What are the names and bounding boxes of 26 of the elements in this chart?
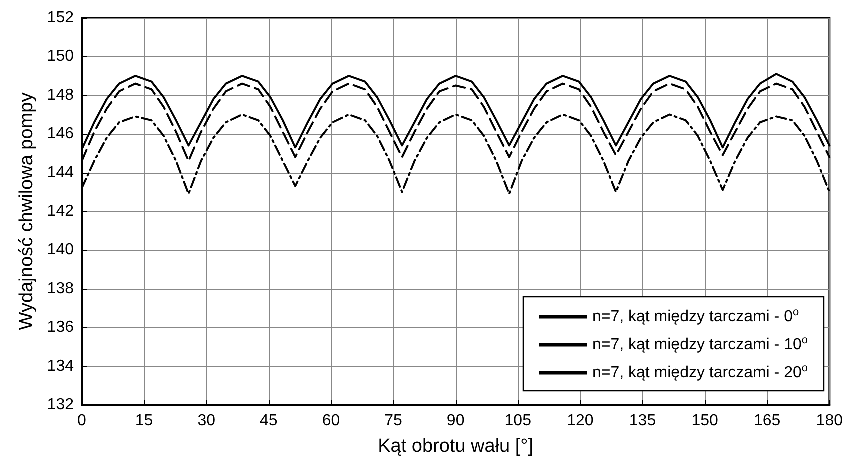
y-tick-label: 146: [47, 126, 74, 143]
y-tick-label: 136: [47, 319, 74, 336]
x-tick-label: 165: [754, 412, 781, 430]
x-tick-label: 90: [446, 412, 465, 430]
x-tick-label: 150: [692, 412, 718, 430]
y-tick-label: 150: [47, 48, 74, 66]
x-tick-label: 75: [384, 412, 403, 430]
y-tick-label: 134: [47, 358, 74, 375]
x-tick-label: 45: [260, 412, 278, 430]
x-tick-label: 60: [322, 412, 340, 430]
x-tick-label: 135: [629, 412, 656, 430]
y-tick-label: 140: [47, 242, 74, 259]
y-tick-label: 152: [47, 10, 74, 26]
x-axis-title: Kąt obrotu wału [°]: [378, 436, 534, 457]
y-tick-label: 132: [47, 396, 74, 414]
x-tick-label: 120: [567, 412, 594, 430]
y-tick-label: 148: [47, 86, 74, 104]
x-tick-label: 0: [78, 412, 87, 430]
x-tick-label: 180: [816, 412, 844, 430]
y-tick-label: 144: [47, 164, 74, 182]
x-tick-label: 30: [198, 412, 216, 430]
x-tick-label: 15: [135, 412, 154, 430]
y-tick-label: 138: [47, 280, 74, 298]
y-axis-title: Wydajność chwilowa pompy: [16, 92, 38, 330]
y-tick-label: 142: [47, 203, 74, 220]
x-tick-label: 105: [504, 412, 532, 430]
